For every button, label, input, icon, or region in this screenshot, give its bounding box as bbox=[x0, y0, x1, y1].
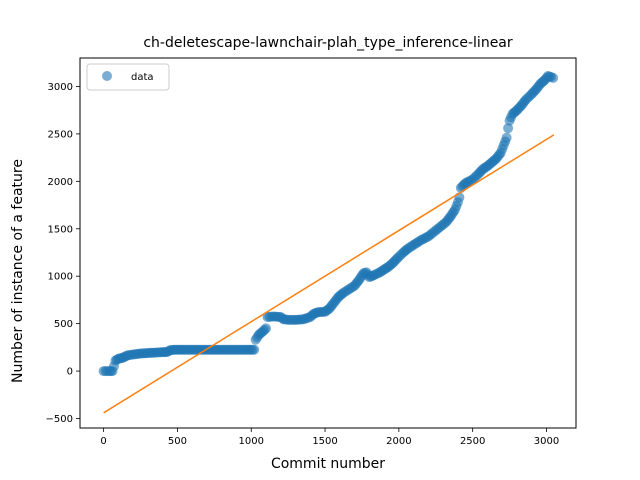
y-tick-label: 2500 bbox=[48, 129, 73, 140]
x-tick-label: 3000 bbox=[534, 436, 559, 447]
data-point bbox=[503, 123, 514, 134]
data-point bbox=[261, 323, 271, 334]
y-axis-ticks: −500 0 500 1000 1500 2000 2500 3000 bbox=[46, 82, 80, 425]
y-tick-label: 1000 bbox=[48, 272, 73, 283]
legend-label-data: data bbox=[131, 72, 154, 83]
x-tick-label: 1000 bbox=[239, 436, 264, 447]
x-tick-label: 2500 bbox=[460, 436, 485, 447]
legend-marker-data bbox=[102, 71, 112, 81]
x-tick-label: 2000 bbox=[386, 436, 411, 447]
y-tick-label: 1500 bbox=[48, 224, 73, 235]
y-tick-label: 500 bbox=[54, 319, 73, 330]
y-tick-label: 2000 bbox=[48, 177, 73, 188]
y-tick-label: 0 bbox=[67, 367, 73, 378]
plot-area bbox=[98, 71, 559, 414]
legend: data bbox=[86, 63, 170, 91]
y-tick-label: 3000 bbox=[48, 82, 73, 93]
data-point bbox=[501, 132, 512, 143]
axes-frame bbox=[79, 57, 577, 429]
x-tick-label: 1500 bbox=[312, 436, 337, 447]
legend-frame bbox=[86, 63, 170, 91]
y-axis-label: Number of instance of a feature bbox=[10, 159, 26, 383]
y-tick-label: −500 bbox=[46, 414, 73, 425]
fit-line bbox=[103, 134, 555, 414]
x-tick-label: 0 bbox=[100, 436, 106, 447]
x-axis-ticks: 0 500 1000 1500 2000 2500 3000 bbox=[100, 428, 559, 447]
x-tick-label: 500 bbox=[168, 436, 187, 447]
chart-title: ch-deletescape-lawnchair-plah_type_infer… bbox=[143, 35, 513, 51]
x-axis-label: Commit number bbox=[271, 456, 385, 472]
data-point bbox=[548, 72, 559, 83]
data-point bbox=[249, 344, 260, 355]
